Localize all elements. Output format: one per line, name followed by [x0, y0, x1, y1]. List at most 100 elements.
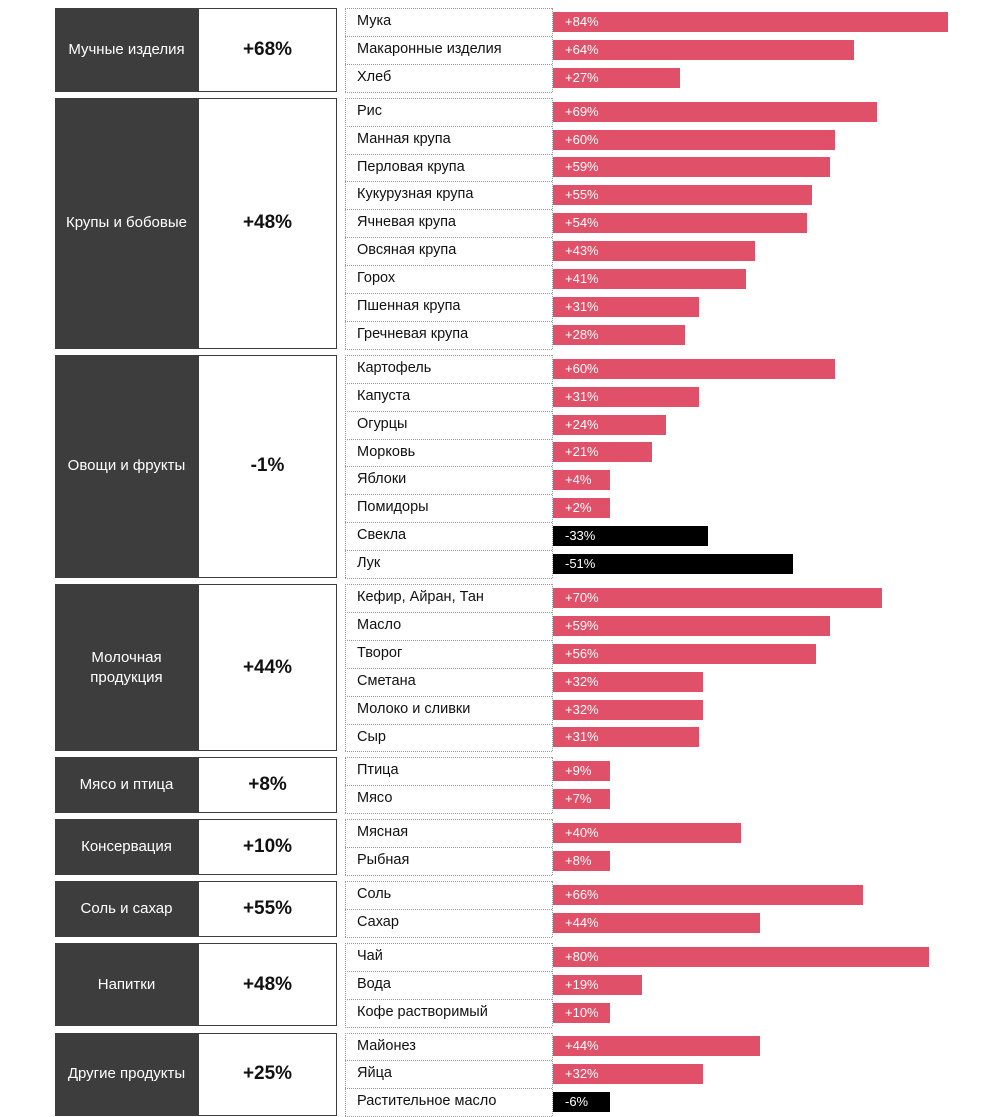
category-total: +25%: [198, 1032, 337, 1117]
row-divider: [345, 1060, 552, 1062]
item-label: Мука: [357, 13, 392, 29]
row-divider: [345, 639, 552, 641]
row-divider: [345, 494, 552, 496]
item-label: Ячневая крупа: [357, 214, 456, 231]
row-divider: [345, 813, 552, 815]
bar-positive: [553, 470, 610, 491]
row-divider: [345, 578, 552, 579]
row-divider: [345, 875, 552, 876]
row-divider: [345, 97, 552, 99]
bar-value-label: +54%: [565, 215, 599, 231]
row-divider: [345, 63, 552, 65]
row-divider: [345, 942, 552, 944]
bar-positive: [553, 129, 835, 150]
bar-value-label: +21%: [565, 444, 599, 460]
item-label: Кофе растворимый: [357, 1003, 488, 1020]
row-divider: [345, 181, 552, 183]
row-divider: [345, 466, 552, 468]
bar-positive: [553, 946, 929, 967]
row-divider: [345, 8, 552, 9]
category-name: Крупы и бобовые: [55, 97, 198, 349]
item-label: Макаронные изделия: [357, 40, 502, 57]
bar-positive: [553, 414, 666, 435]
bar-value-label: +60%: [565, 131, 599, 147]
row-divider: [345, 723, 552, 725]
zero-axis: [552, 757, 553, 814]
item-label: Горох: [357, 270, 396, 287]
item-label: Сахар: [357, 913, 399, 930]
category-total: +10%: [198, 819, 337, 875]
row-divider: [345, 293, 552, 294]
row-divider: [345, 757, 346, 814]
bar-positive: [553, 185, 812, 206]
category-name: Напитки: [55, 942, 198, 1027]
bar-value-label: +27%: [565, 69, 599, 85]
category-name: Другие продукты: [55, 1032, 198, 1117]
row-divider: [345, 1032, 346, 1117]
bar-positive: [553, 851, 610, 872]
category-name: Молочная продукция: [55, 584, 198, 752]
item-label: Лук: [357, 555, 381, 572]
bar-positive: [553, 101, 878, 122]
bar-value-label: +69%: [565, 103, 599, 119]
category-total: +55%: [198, 881, 337, 937]
bar-value-label: +31%: [565, 729, 599, 745]
item-label: Картофель: [357, 359, 432, 376]
bar-value-label: +41%: [565, 271, 599, 287]
bar-value-label: +32%: [565, 701, 599, 717]
bar-positive: [553, 358, 835, 379]
bar-positive: [553, 269, 746, 290]
zero-axis: [552, 881, 553, 937]
row-divider: [345, 8, 346, 92]
bar-value-label: +43%: [565, 243, 599, 259]
item-label: Морковь: [357, 443, 416, 460]
bar-value-label: +24%: [565, 416, 599, 432]
bar-value-label: +56%: [565, 645, 599, 661]
bar-positive: [553, 213, 807, 234]
row-divider: [345, 819, 552, 821]
row-divider: [345, 348, 552, 350]
row-divider: [345, 667, 552, 669]
bar-positive: [553, 386, 699, 407]
category-total: +48%: [198, 97, 337, 349]
bar-negative: [553, 554, 793, 575]
item-label: Манная крупа: [357, 130, 451, 147]
bar-positive: [553, 587, 882, 608]
bar-positive: [553, 442, 652, 463]
bar-value-label: +60%: [565, 360, 599, 376]
bar-positive: [553, 1064, 704, 1085]
item-label: Вода: [357, 975, 391, 992]
bar-value-label: -33%: [565, 528, 596, 544]
bar-positive: [553, 884, 864, 905]
bar-value-label: +44%: [565, 1038, 599, 1054]
bar-positive: [553, 643, 817, 664]
bar-positive: [553, 615, 831, 636]
bar-positive: [553, 67, 680, 88]
bar-value-label: +32%: [565, 1066, 599, 1082]
row-divider: [345, 550, 552, 552]
zero-axis: [552, 819, 553, 875]
zero-axis: [552, 1032, 553, 1117]
row-divider: [345, 354, 552, 356]
row-divider: [345, 410, 552, 412]
bar-value-label: +8%: [565, 853, 592, 869]
row-divider: [345, 153, 552, 155]
bar-value-label: +19%: [565, 976, 599, 992]
bar-value-label: +84%: [565, 13, 599, 29]
bar-value-label: +31%: [565, 388, 599, 404]
item-label: Огурцы: [357, 415, 408, 432]
row-divider: [345, 1026, 552, 1028]
item-label: Пшенная крупа: [357, 298, 461, 314]
bar-value-label: -6%: [565, 1094, 589, 1110]
item-label: Хлеб: [357, 68, 392, 85]
row-divider: [345, 1032, 552, 1034]
item-label: Капуста: [357, 387, 411, 404]
category-total: +8%: [198, 757, 337, 814]
row-divider: [345, 382, 552, 384]
item-label: Мясная: [357, 824, 409, 841]
item-label: Кефир, Айран, Тан: [357, 589, 484, 605]
item-label: Яйца: [357, 1065, 392, 1082]
item-label: Соль: [357, 886, 392, 902]
category-name: Мясо и птица: [55, 757, 198, 814]
item-label: Растительное масло: [357, 1093, 497, 1110]
